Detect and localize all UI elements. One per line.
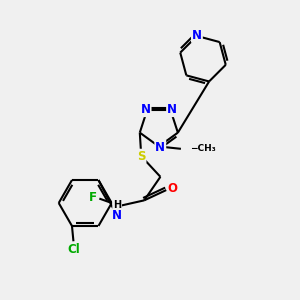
Text: F: F <box>89 190 97 204</box>
Text: −CH₃: −CH₃ <box>190 144 215 153</box>
Text: N: N <box>192 29 202 42</box>
Text: H: H <box>113 200 121 210</box>
Text: N: N <box>155 141 165 154</box>
Text: N: N <box>141 103 151 116</box>
Text: N: N <box>167 103 177 116</box>
Text: N: N <box>112 209 122 223</box>
Text: S: S <box>137 150 146 163</box>
Text: Cl: Cl <box>68 243 80 256</box>
Text: O: O <box>168 182 178 195</box>
